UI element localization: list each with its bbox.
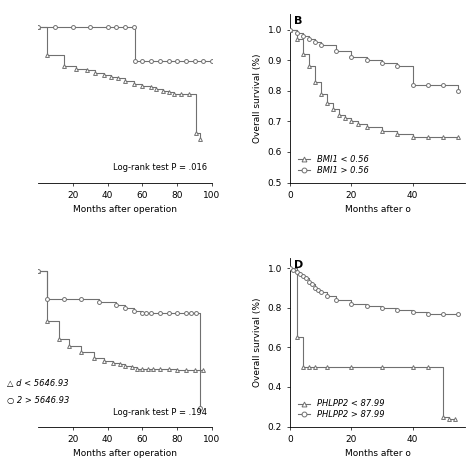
Legend: BMI1 < 0.56, BMI1 > 0.56: BMI1 < 0.56, BMI1 > 0.56 xyxy=(294,152,372,178)
Text: B: B xyxy=(294,16,302,26)
Y-axis label: Overall survival (%): Overall survival (%) xyxy=(253,298,262,387)
X-axis label: Months after o: Months after o xyxy=(345,449,410,458)
X-axis label: Months after operation: Months after operation xyxy=(73,449,177,458)
Y-axis label: Overall survival (%): Overall survival (%) xyxy=(253,54,262,143)
X-axis label: Months after operation: Months after operation xyxy=(73,205,177,214)
Text: D: D xyxy=(294,260,303,270)
Legend: PHLPP2 < 87.99, PHLPP2 > 87.99: PHLPP2 < 87.99, PHLPP2 > 87.99 xyxy=(294,396,388,422)
Text: ○ 2 > 5646.93: ○ 2 > 5646.93 xyxy=(7,396,69,405)
Text: △ d < 5646.93: △ d < 5646.93 xyxy=(7,380,68,389)
Text: Log-rank test P = .194: Log-rank test P = .194 xyxy=(113,408,207,417)
Text: Log-rank test P = .016: Log-rank test P = .016 xyxy=(113,164,207,173)
X-axis label: Months after o: Months after o xyxy=(345,205,410,214)
